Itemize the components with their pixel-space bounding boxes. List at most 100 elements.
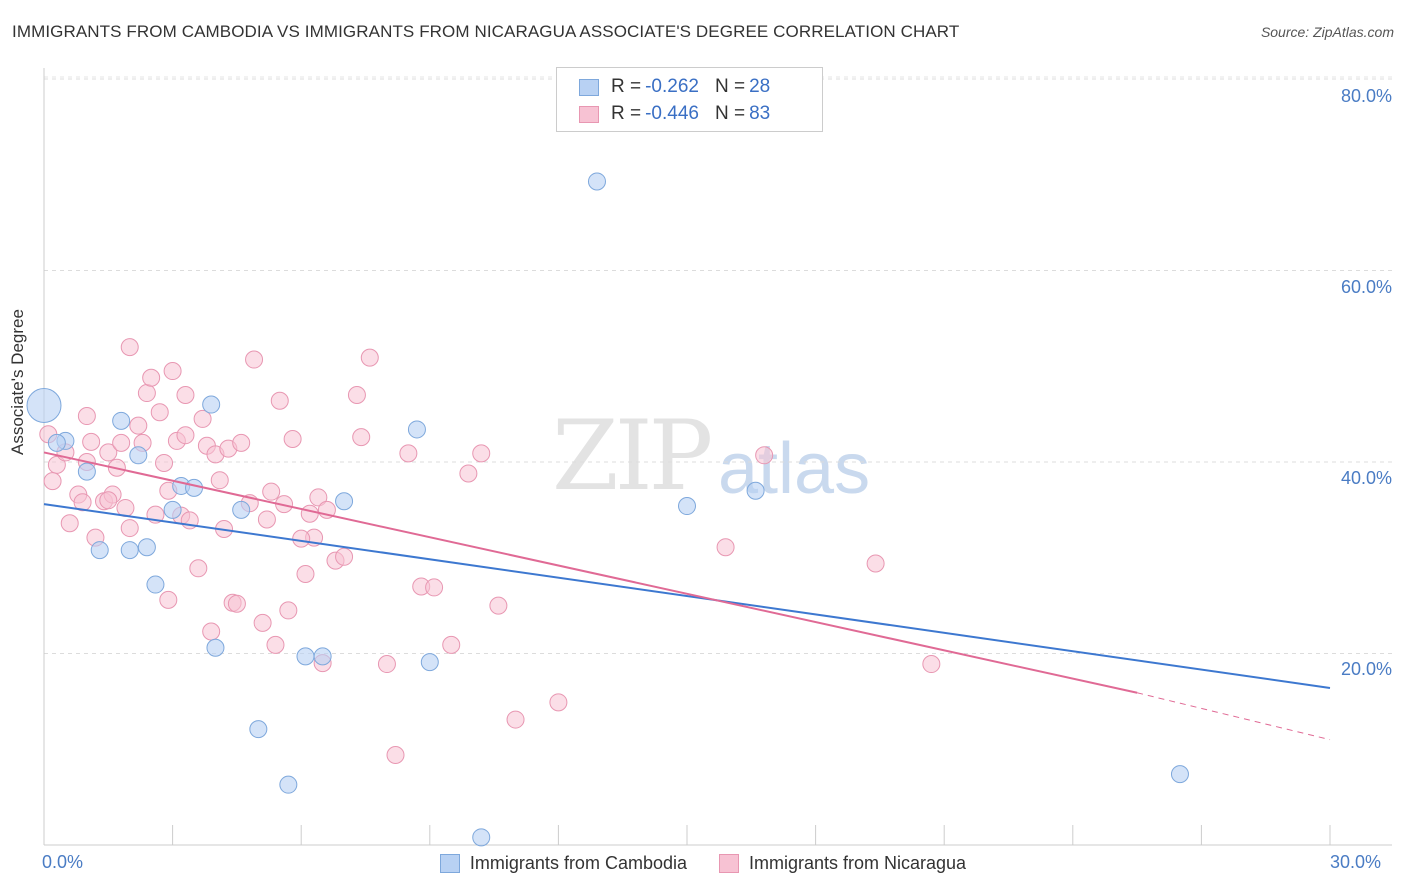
series-swatch-cambodia <box>439 854 460 873</box>
nicaragua-point-9 <box>99 443 118 462</box>
nicaragua-point-3 <box>60 514 79 533</box>
cambodia-point-5 <box>129 446 148 465</box>
nicaragua-point-34 <box>210 471 229 490</box>
cambodia-point-25 <box>746 481 765 500</box>
series-legend-nicaragua: Immigrants from Nicaragua <box>719 853 966 874</box>
cambodia-point-16 <box>279 775 298 794</box>
legend-n-label-nicaragua: N = <box>714 103 746 124</box>
nicaragua-point-19 <box>142 368 161 387</box>
correlation-legend: R = -0.262 N = 28 R = -0.446 N = 83 <box>556 67 823 132</box>
legend-swatch-cambodia <box>579 78 599 96</box>
cambodia-point-22 <box>472 828 491 847</box>
series-label-nicaragua: Immigrants from Nicaragua <box>749 853 967 873</box>
nicaragua-point-66 <box>459 464 478 483</box>
cambodia-point-13 <box>206 638 225 657</box>
x-tick-label-min: 0.0% <box>42 852 84 872</box>
cambodia-point-19 <box>335 492 354 511</box>
cambodia-point-27 <box>47 433 66 452</box>
cambodia-point-20 <box>407 420 426 439</box>
cambodia-point-18 <box>313 647 332 666</box>
nicaragua-point-13 <box>116 498 135 517</box>
nicaragua-point-6 <box>82 432 101 451</box>
nicaragua-point-27 <box>176 426 195 445</box>
nicaragua-point-57 <box>347 385 366 404</box>
cambodia-point-17 <box>296 647 315 666</box>
legend-n-value-nicaragua: 83 <box>749 103 771 124</box>
legend-row-cambodia: R = -0.262 N = 28 <box>579 76 770 98</box>
cambodia-point-0 <box>26 388 62 424</box>
nicaragua-point-82 <box>43 472 62 491</box>
nicaragua-point-61 <box>386 745 405 764</box>
nicaragua-point-18 <box>137 384 156 403</box>
nicaragua-point-16 <box>129 416 148 435</box>
legend-r-label-nicaragua: R = <box>611 103 642 124</box>
nicaragua-point-22 <box>155 453 174 472</box>
cambodia-point-2 <box>77 462 96 481</box>
nicaragua-point-70 <box>549 693 568 712</box>
source-label: Source: ZipAtlas.com <box>1260 24 1394 40</box>
nicaragua-point-42 <box>257 510 276 529</box>
nicaragua-point-48 <box>283 430 302 449</box>
nicaragua-point-78 <box>176 385 195 404</box>
cambodia-point-3 <box>90 541 109 560</box>
nicaragua-point-69 <box>506 710 525 729</box>
series-legend-cambodia: Immigrants from Cambodia <box>439 853 687 874</box>
x-tick-label-max: 30.0% <box>1330 852 1382 872</box>
nicaragua-point-44 <box>266 635 285 654</box>
cambodia-point-8 <box>146 575 165 594</box>
nicaragua-point-79 <box>99 491 118 510</box>
nicaragua-point-37 <box>227 594 246 613</box>
nicaragua-point-40 <box>245 350 264 369</box>
legend-r-value-nicaragua: -0.446 <box>645 103 699 124</box>
legend-n-label-cambodia: N = <box>714 76 746 97</box>
series-legend: Immigrants from Cambodia Immigrants from… <box>0 853 1406 874</box>
watermark-zip: ZIP <box>552 400 713 512</box>
y-tick-label-20: 20.0% <box>1340 659 1392 679</box>
y-axis-label: Associate's Degree <box>8 309 27 455</box>
cambodia-point-23 <box>587 172 606 191</box>
nicaragua-point-30 <box>193 409 212 428</box>
y-tick-label-60: 60.0% <box>1340 277 1392 297</box>
series-swatch-nicaragua <box>719 854 739 873</box>
y-tick-label-80: 80.0% <box>1340 86 1392 106</box>
nicaragua-point-32 <box>202 622 221 641</box>
y-tick-label-40: 40.0% <box>1340 468 1392 488</box>
nicaragua-trend-line <box>43 451 1138 694</box>
chart-title: IMMIGRANTS FROM CAMBODIA VS IMMIGRANTS F… <box>12 22 960 41</box>
nicaragua-point-56 <box>335 547 354 566</box>
cambodia-point-14 <box>232 500 251 519</box>
watermark-atlas: atlas <box>718 429 871 509</box>
nicaragua-point-24 <box>163 362 182 381</box>
legend-n-value-cambodia: 28 <box>749 76 771 97</box>
nicaragua-point-52 <box>309 488 328 507</box>
nicaragua-point-50 <box>300 504 319 523</box>
nicaragua-point-58 <box>352 428 371 447</box>
cambodia-point-11 <box>185 478 204 497</box>
nicaragua-point-77 <box>73 493 92 512</box>
nicaragua-point-21 <box>150 403 169 422</box>
nicaragua-point-64 <box>425 578 444 597</box>
cambodia-trend-line <box>43 503 1331 689</box>
nicaragua-point-62 <box>399 444 418 463</box>
series-label-cambodia: Immigrants from Cambodia <box>469 853 687 873</box>
legend-r-value-cambodia: -0.262 <box>645 76 699 97</box>
nicaragua-point-67 <box>472 444 491 463</box>
cambodia-point-9 <box>163 500 182 519</box>
cambodia-point-15 <box>249 720 268 739</box>
nicaragua-point-60 <box>377 655 396 674</box>
nicaragua-point-68 <box>489 596 508 615</box>
nicaragua-point-14 <box>120 338 139 357</box>
nicaragua-point-49 <box>296 565 315 584</box>
nicaragua-point-5 <box>77 407 96 426</box>
nicaragua-point-15 <box>120 519 139 538</box>
nicaragua-point-29 <box>189 559 208 578</box>
nicaragua-point-71 <box>716 538 735 557</box>
cambodia-point-26 <box>1170 765 1189 784</box>
nicaragua-point-41 <box>253 613 272 632</box>
nicaragua-point-73 <box>866 554 885 573</box>
nicaragua-point-38 <box>232 433 251 452</box>
nicaragua-point-45 <box>270 391 289 410</box>
cambodia-point-4 <box>112 411 131 430</box>
cambodia-point-21 <box>420 653 439 672</box>
